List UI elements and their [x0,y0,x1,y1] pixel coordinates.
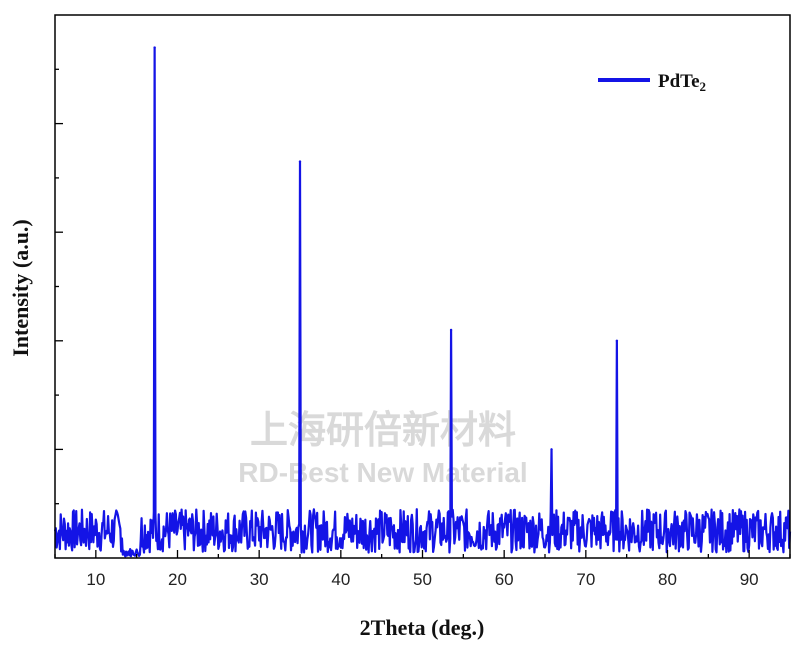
x-tick-label: 10 [86,570,105,589]
x-tick-label: 40 [331,570,350,589]
x-axis-ticks: 10 20 30 40 50 60 70 80 90 [54,550,791,589]
series-line-pdte2 [53,46,792,558]
y-axis-title: Intensity (a.u.) [8,219,33,357]
peak-point [550,448,553,451]
legend-label-main: PdTe [658,71,700,92]
x-tick-label: 50 [413,570,432,589]
x-tick-label: 60 [495,570,514,589]
legend: PdTe2 [598,71,706,94]
peak-point [298,160,302,163]
peak-point [153,46,156,49]
peak-point [615,339,619,342]
watermark: 上海研倍新材料 RD-Best New Material [238,408,527,488]
series-layer [53,46,792,558]
x-tick-label: 30 [250,570,269,589]
peak-point [449,328,453,332]
y-axis-ticks [55,68,63,505]
x-tick-label: 90 [740,570,759,589]
legend-label-subscript: 2 [700,79,707,94]
legend-label-pdte2: PdTe2 [658,71,706,94]
watermark-en-text: RD-Best New Material [238,457,527,488]
watermark-cn-text: 上海研倍新材料 [250,408,516,452]
x-axis-title: 2Theta (deg.) [360,615,485,640]
x-tick-label: 80 [658,570,677,589]
x-tick-label: 70 [576,570,595,589]
x-tick-label: 20 [168,570,187,589]
